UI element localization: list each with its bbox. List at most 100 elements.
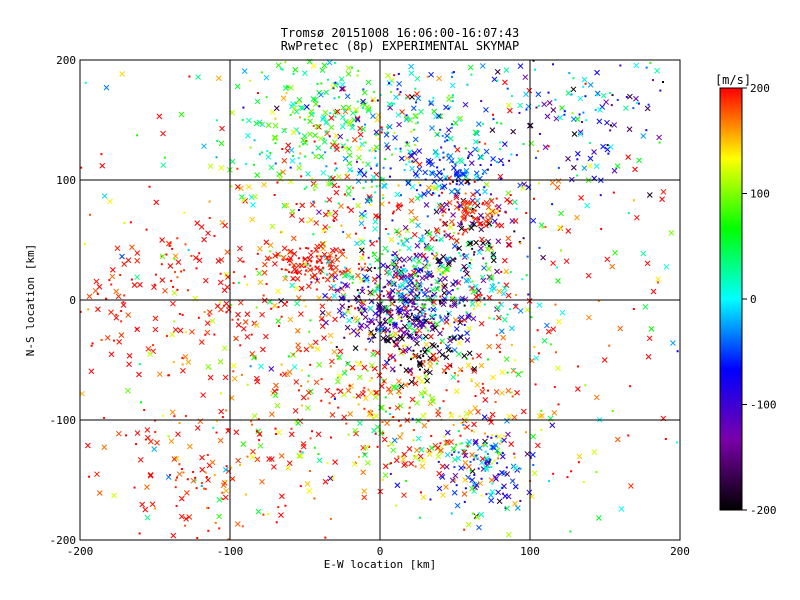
- data-point: [347, 411, 354, 417]
- data-point: [397, 72, 400, 75]
- data-point: [540, 428, 543, 431]
- data-point: [597, 107, 603, 113]
- data-point: [478, 193, 481, 196]
- data-point: [432, 275, 435, 278]
- data-point: [104, 334, 111, 341]
- data-point: [413, 128, 416, 131]
- data-point: [320, 227, 327, 234]
- data-point: [538, 246, 541, 249]
- data-point: [271, 464, 277, 470]
- data-point: [432, 317, 435, 320]
- data-point: [332, 280, 335, 283]
- data-point: [184, 331, 187, 334]
- data-point: [504, 507, 507, 510]
- chart-subtitle: RwPretec (8p) EXPERIMENTAL SKYMAP: [280, 39, 520, 53]
- data-point: [616, 98, 619, 101]
- data-point: [430, 286, 436, 293]
- data-point: [285, 91, 288, 94]
- data-point: [393, 131, 396, 134]
- data-point: [411, 282, 414, 285]
- data-point: [276, 181, 279, 184]
- data-point: [400, 316, 403, 319]
- data-point: [327, 332, 334, 339]
- data-point: [458, 314, 465, 321]
- data-point: [327, 209, 330, 212]
- data-point: [464, 192, 467, 195]
- data-point: [219, 272, 222, 275]
- data-point: [629, 385, 632, 388]
- data-point: [362, 307, 368, 314]
- data-point: [257, 245, 263, 252]
- data-point: [371, 276, 378, 283]
- data-point: [492, 442, 499, 448]
- data-point: [392, 416, 395, 419]
- data-point: [402, 224, 409, 231]
- data-point: [627, 434, 630, 437]
- data-point: [386, 265, 389, 268]
- data-point: [427, 321, 430, 324]
- data-point: [497, 457, 500, 460]
- data-point: [275, 521, 278, 524]
- data-point: [387, 389, 394, 396]
- data-point: [465, 311, 468, 314]
- data-point: [429, 394, 432, 397]
- data-point: [614, 163, 621, 170]
- data-point: [262, 294, 265, 297]
- data-point: [447, 135, 454, 142]
- data-point: [474, 395, 477, 398]
- data-point: [358, 220, 365, 227]
- data-point: [160, 130, 166, 137]
- data-point: [447, 94, 450, 97]
- data-point: [455, 455, 462, 462]
- data-point: [363, 226, 366, 229]
- data-point: [473, 307, 476, 310]
- data-point: [446, 153, 449, 156]
- data-point: [260, 121, 263, 124]
- data-point: [220, 392, 223, 395]
- data-point: [358, 267, 361, 270]
- data-point: [273, 193, 276, 196]
- data-point: [339, 86, 345, 92]
- data-point: [501, 141, 508, 147]
- data-point: [469, 240, 472, 243]
- data-point: [522, 237, 525, 240]
- data-point: [388, 407, 391, 410]
- data-point: [175, 431, 181, 438]
- data-point: [510, 95, 513, 98]
- data-point: [138, 363, 141, 366]
- data-point: [312, 132, 319, 139]
- data-point: [170, 532, 177, 539]
- data-point: [414, 400, 420, 406]
- data-point: [577, 95, 584, 102]
- data-point: [333, 246, 339, 253]
- data-point: [419, 184, 422, 187]
- data-point: [576, 158, 579, 161]
- data-point: [339, 287, 342, 290]
- data-point: [393, 94, 399, 101]
- data-point: [174, 271, 177, 274]
- data-point: [246, 283, 249, 286]
- data-point: [365, 170, 368, 173]
- data-point: [391, 153, 394, 156]
- data-point: [500, 439, 503, 442]
- data-point: [396, 80, 403, 87]
- data-point: [280, 363, 283, 366]
- data-point: [455, 174, 462, 180]
- data-point: [253, 322, 260, 329]
- data-point: [326, 59, 333, 66]
- data-point: [498, 157, 504, 164]
- data-point: [154, 273, 157, 276]
- data-point: [585, 272, 592, 279]
- data-point: [612, 191, 615, 194]
- data-point: [469, 301, 476, 307]
- data-point: [435, 234, 438, 237]
- data-point: [400, 204, 403, 207]
- data-point: [322, 109, 329, 116]
- data-point: [410, 312, 413, 315]
- data-point: [437, 113, 444, 120]
- data-point: [325, 257, 332, 264]
- y-tick-label: 0: [69, 294, 76, 307]
- data-point: [351, 136, 358, 143]
- data-point: [515, 154, 518, 157]
- data-point: [482, 188, 488, 195]
